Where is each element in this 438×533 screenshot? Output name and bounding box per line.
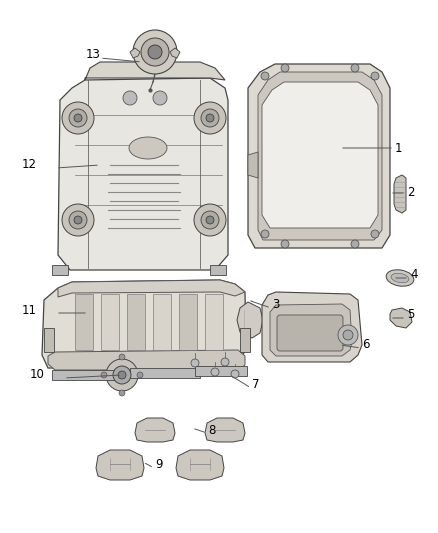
Circle shape — [281, 64, 289, 72]
Polygon shape — [390, 308, 412, 328]
Polygon shape — [176, 450, 224, 480]
Polygon shape — [130, 368, 200, 378]
Circle shape — [62, 102, 94, 134]
Text: 4: 4 — [410, 269, 417, 281]
Circle shape — [118, 371, 126, 379]
Polygon shape — [101, 294, 119, 350]
Circle shape — [194, 102, 226, 134]
Polygon shape — [75, 294, 93, 350]
Polygon shape — [205, 418, 245, 442]
Polygon shape — [237, 302, 263, 338]
Circle shape — [351, 240, 359, 248]
Polygon shape — [52, 265, 68, 275]
Polygon shape — [170, 48, 180, 58]
Ellipse shape — [129, 137, 167, 159]
Text: 12: 12 — [22, 158, 37, 172]
Circle shape — [62, 204, 94, 236]
Circle shape — [69, 211, 87, 229]
Circle shape — [261, 72, 269, 80]
Circle shape — [137, 372, 143, 378]
Polygon shape — [205, 294, 223, 350]
Circle shape — [338, 325, 358, 345]
Circle shape — [153, 91, 167, 105]
Circle shape — [191, 359, 199, 367]
Polygon shape — [394, 175, 406, 213]
Text: 3: 3 — [272, 298, 279, 311]
Polygon shape — [210, 265, 226, 275]
Circle shape — [106, 359, 138, 391]
Circle shape — [281, 240, 289, 248]
Circle shape — [74, 114, 82, 122]
Polygon shape — [85, 62, 225, 80]
Circle shape — [148, 45, 162, 59]
Polygon shape — [42, 280, 246, 370]
Text: 1: 1 — [395, 141, 403, 155]
Polygon shape — [262, 82, 378, 228]
Circle shape — [101, 372, 107, 378]
Polygon shape — [270, 304, 352, 356]
Circle shape — [201, 109, 219, 127]
FancyBboxPatch shape — [277, 315, 343, 351]
Circle shape — [113, 366, 131, 384]
Circle shape — [261, 230, 269, 238]
Ellipse shape — [391, 273, 409, 282]
Polygon shape — [58, 78, 228, 270]
Circle shape — [221, 358, 229, 366]
Polygon shape — [179, 294, 197, 350]
Polygon shape — [262, 292, 362, 362]
Circle shape — [206, 114, 214, 122]
Polygon shape — [195, 366, 247, 376]
Polygon shape — [258, 72, 382, 240]
Circle shape — [119, 354, 125, 360]
Circle shape — [141, 38, 169, 66]
Text: 9: 9 — [155, 458, 162, 472]
Polygon shape — [248, 152, 258, 178]
Polygon shape — [135, 418, 175, 442]
Polygon shape — [96, 450, 144, 480]
Circle shape — [371, 230, 379, 238]
Text: 10: 10 — [30, 368, 45, 382]
Polygon shape — [127, 294, 145, 350]
Polygon shape — [52, 370, 120, 380]
Circle shape — [194, 204, 226, 236]
Text: 11: 11 — [22, 303, 37, 317]
Circle shape — [201, 211, 219, 229]
Circle shape — [211, 368, 219, 376]
Circle shape — [343, 330, 353, 340]
Polygon shape — [130, 48, 140, 58]
Polygon shape — [248, 64, 390, 248]
Circle shape — [371, 72, 379, 80]
Text: 8: 8 — [208, 424, 215, 437]
Circle shape — [231, 370, 239, 378]
Polygon shape — [44, 328, 54, 352]
Polygon shape — [58, 280, 245, 297]
Text: 5: 5 — [407, 309, 414, 321]
Polygon shape — [240, 328, 250, 352]
Polygon shape — [48, 350, 245, 370]
Text: 2: 2 — [407, 187, 414, 199]
Text: 6: 6 — [362, 338, 370, 351]
Polygon shape — [153, 294, 171, 350]
Circle shape — [123, 91, 137, 105]
Circle shape — [351, 64, 359, 72]
Circle shape — [119, 390, 125, 396]
Circle shape — [69, 109, 87, 127]
Text: 7: 7 — [252, 378, 259, 392]
Ellipse shape — [386, 270, 414, 286]
Text: 13: 13 — [86, 49, 101, 61]
Circle shape — [206, 216, 214, 224]
Circle shape — [133, 30, 177, 74]
Circle shape — [74, 216, 82, 224]
